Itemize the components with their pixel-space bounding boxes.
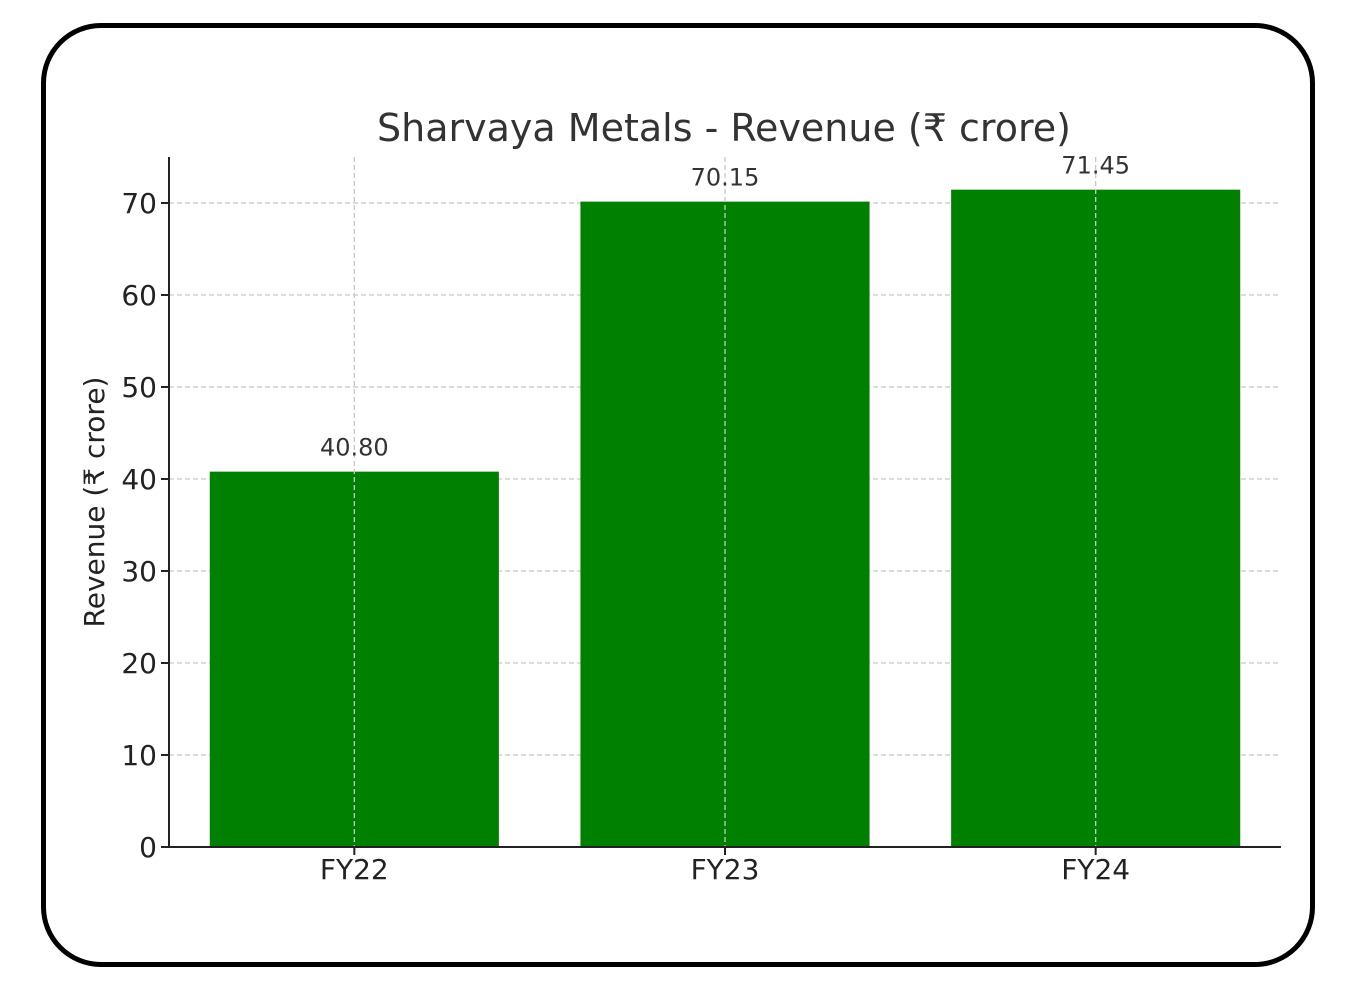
data-label: 70.15 <box>691 164 760 192</box>
chart-title: Sharvaya Metals - Revenue (₹ crore) <box>377 106 1071 150</box>
y-tick-label: 20 <box>121 647 157 680</box>
x-tick-label: FY23 <box>691 853 760 886</box>
y-tick-label: 30 <box>121 555 157 588</box>
x-tick-label: FY24 <box>1061 853 1130 886</box>
data-label: 71.45 <box>1061 152 1130 180</box>
y-tick-label: 10 <box>121 739 157 772</box>
axes <box>161 157 1281 855</box>
y-axis-label: Revenue (₹ crore) <box>78 377 111 628</box>
tick-and-data-labels: 0 10 20 30 40 50 60 70 FY22 FY23 FY24 40.80 70.15 71.… <box>121 152 1130 886</box>
data-label: 40.80 <box>320 434 389 462</box>
y-tick-label: 40 <box>121 463 157 496</box>
y-tick-label: 70 <box>121 187 157 220</box>
vertical-grid-lines <box>353 157 1097 847</box>
x-tick-label: FY22 <box>320 853 389 886</box>
y-tick-label: 60 <box>121 279 157 312</box>
y-tick-label: 50 <box>121 371 157 404</box>
y-tick-label: 0 <box>139 831 157 864</box>
